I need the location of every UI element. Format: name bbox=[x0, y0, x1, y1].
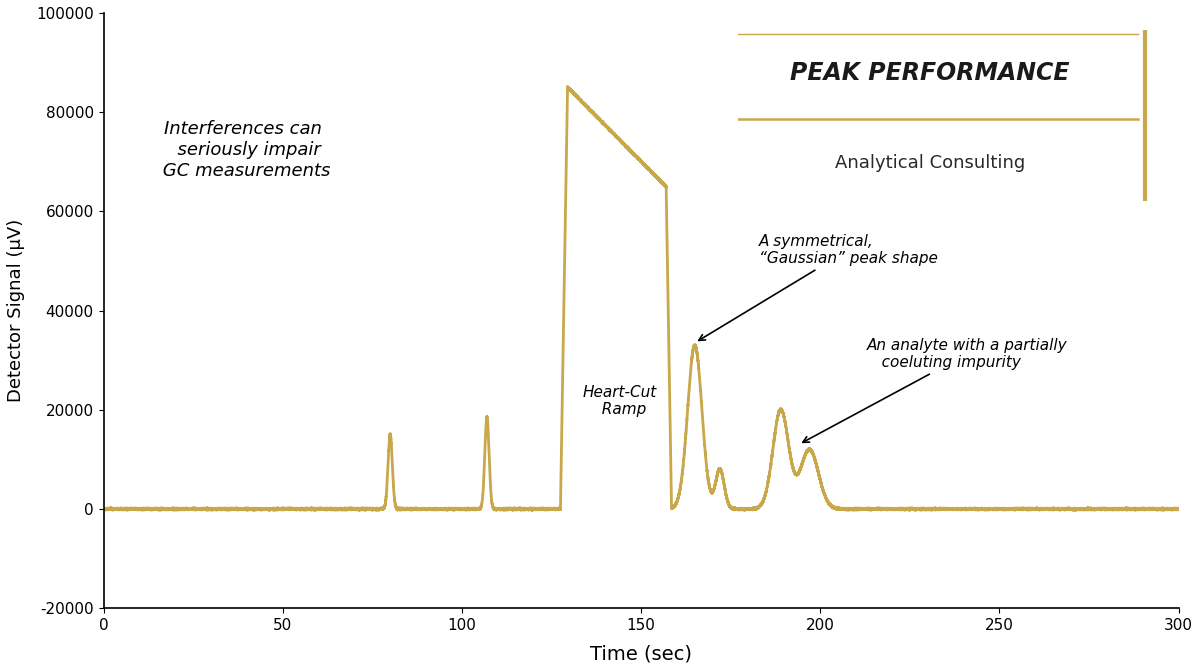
Text: Interferences can
  seriously impair
 GC measurements: Interferences can seriously impair GC me… bbox=[156, 120, 330, 180]
Text: PEAK PERFORMANCE: PEAK PERFORMANCE bbox=[790, 61, 1069, 85]
Y-axis label: Detector Signal (μV): Detector Signal (μV) bbox=[7, 219, 25, 402]
Text: Heart-Cut
  Ramp: Heart-Cut Ramp bbox=[582, 385, 656, 417]
Text: An analyte with a partially
   coeluting impurity: An analyte with a partially coeluting im… bbox=[803, 338, 1068, 442]
Text: Analytical Consulting: Analytical Consulting bbox=[834, 154, 1025, 172]
X-axis label: Time (sec): Time (sec) bbox=[590, 644, 692, 663]
Text: A symmetrical,
“Gaussian” peak shape: A symmetrical, “Gaussian” peak shape bbox=[698, 234, 938, 340]
